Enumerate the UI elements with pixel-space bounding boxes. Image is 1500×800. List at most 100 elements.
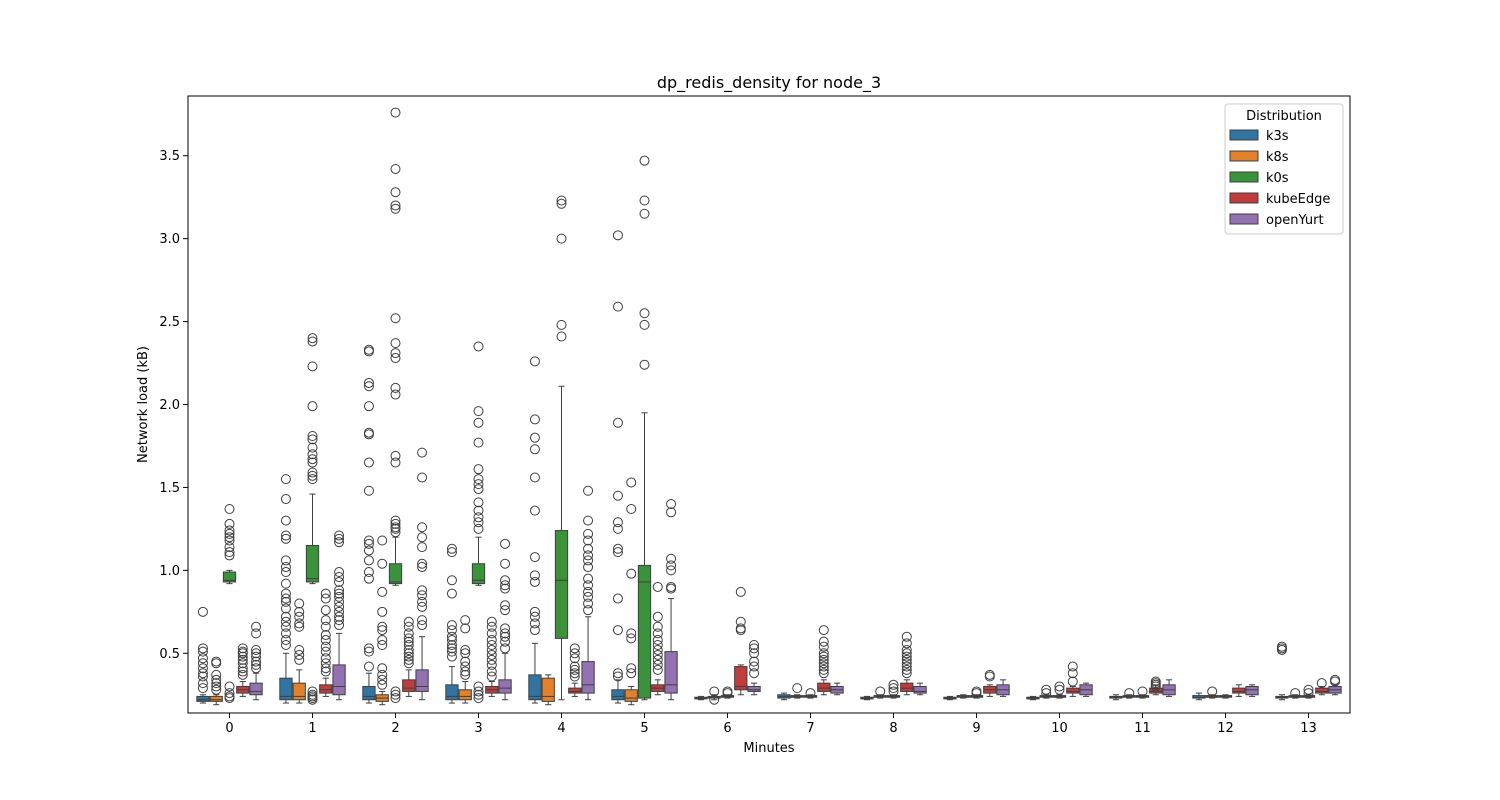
outlier-point (1330, 676, 1341, 687)
outlier-point (363, 535, 374, 546)
outlier-point (626, 503, 637, 514)
outlier-point (901, 638, 912, 649)
outlier-point (569, 661, 580, 672)
outlier-point (417, 590, 428, 601)
outlier-point (334, 576, 345, 587)
outlier-point (280, 616, 291, 627)
outlier-point (417, 596, 428, 607)
outlier-point (888, 679, 899, 690)
outlier-point (237, 651, 248, 662)
outlier-point (1150, 681, 1161, 692)
outlier-point (818, 651, 829, 662)
box-kubeEdge-10 (1066, 687, 1080, 694)
outlier-point (390, 200, 401, 211)
outlier-point (529, 606, 540, 617)
outlier-point (294, 654, 305, 665)
box-kubeEdge-6 (734, 666, 748, 691)
outlier-point (500, 636, 511, 647)
outlier-point (473, 497, 484, 508)
outlier-point (749, 648, 760, 659)
box-k8s-1 (292, 682, 306, 701)
outlier-point (556, 331, 567, 342)
outlier-point (280, 635, 291, 646)
outlier-point (377, 679, 388, 690)
legend-label-k3s: k3s (1266, 129, 1289, 144)
outlier-point (307, 470, 318, 481)
outlier-point (446, 543, 457, 554)
outlier-point (529, 552, 540, 563)
outlier-point (612, 523, 623, 534)
outlier-point (652, 611, 663, 622)
y-tick-label: 2.0 (159, 398, 180, 413)
outlier-point (583, 550, 594, 561)
y-tick-label: 3.5 (159, 149, 180, 164)
outlier-point (500, 583, 511, 594)
outlier-point (197, 658, 208, 669)
outlier-point (612, 668, 623, 679)
series-kubeEdge (236, 581, 1329, 697)
outlier-point (818, 648, 829, 659)
outlier-point (460, 661, 471, 672)
outlier-point (529, 625, 540, 636)
outlier-point (403, 644, 414, 655)
box-k3s-5 (611, 689, 625, 701)
outlier-point (652, 635, 663, 646)
outlier-point (901, 661, 912, 672)
box-kubeEdge-4 (568, 687, 582, 694)
outlier-point (237, 663, 248, 674)
outlier-point (473, 464, 484, 475)
outlier-point (1041, 684, 1052, 695)
outlier-point (612, 593, 623, 604)
outlier-point (363, 643, 374, 654)
outlier-point (569, 664, 580, 675)
box-openYurt-0 (249, 682, 263, 696)
outlier-point (417, 562, 428, 573)
box-k8s-5 (624, 689, 638, 702)
outlier-point (197, 668, 208, 679)
legend-swatch-kubeEdge (1229, 192, 1259, 204)
box-kubeEdge-13 (1315, 687, 1329, 694)
outlier-point (529, 444, 540, 455)
box-openYurt-1 (332, 664, 346, 696)
outlier-point (417, 447, 428, 458)
outlier-point (1067, 676, 1078, 687)
outlier-point (197, 646, 208, 657)
outlier-point (237, 669, 248, 680)
box-openYurt-6 (747, 685, 761, 692)
outlier-point (417, 542, 428, 553)
legend-label-k0s: k0s (1266, 171, 1289, 186)
outlier-point (473, 341, 484, 352)
outlier-point (666, 499, 677, 510)
outlier-point (612, 547, 623, 558)
legend-swatch-k3s (1229, 129, 1259, 141)
outlier-point (446, 547, 457, 558)
series-openYurt (249, 447, 1342, 701)
outlier-point (1067, 661, 1078, 672)
outlier-point (583, 591, 594, 602)
outlier-point (556, 319, 567, 330)
outlier-point (652, 644, 663, 655)
outlier-point (211, 684, 222, 695)
outlier-point (612, 490, 623, 501)
outlier-point (280, 621, 291, 632)
outlier-point (197, 663, 208, 674)
outlier-point (901, 644, 912, 655)
outlier-point (583, 535, 594, 546)
outlier-point (363, 429, 374, 440)
outlier-point (735, 625, 746, 636)
outlier-point (735, 586, 746, 597)
outlier-point (1290, 688, 1301, 699)
outlier-point (251, 644, 262, 655)
outlier-point (377, 606, 388, 617)
outlier-point (583, 598, 594, 609)
outlier-point (529, 570, 540, 581)
outlier-point (320, 653, 331, 664)
y-tick-label: 1.5 (159, 481, 180, 496)
outlier-point (666, 560, 677, 571)
outlier-point (529, 472, 540, 483)
outlier-point (307, 686, 318, 697)
outlier-point (307, 694, 318, 705)
box-openYurt-4 (581, 661, 595, 694)
outlier-point (473, 479, 484, 490)
outlier-point (390, 382, 401, 393)
